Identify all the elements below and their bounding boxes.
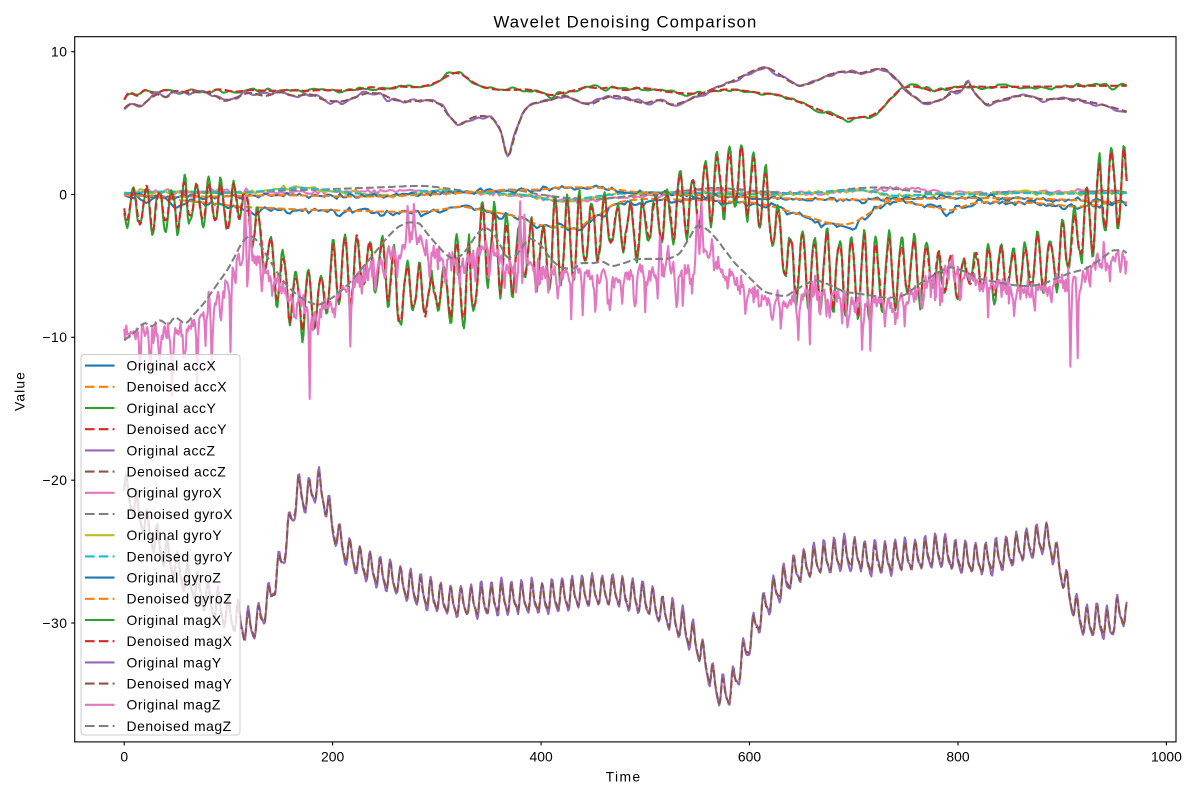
svg-text:Original gyroX: Original gyroX: [127, 485, 223, 501]
svg-text:Denoised gyroZ: Denoised gyroZ: [127, 591, 233, 607]
svg-text:400: 400: [530, 748, 553, 764]
svg-text:Original accZ: Original accZ: [127, 442, 216, 458]
svg-text:Denoised accX: Denoised accX: [127, 379, 228, 395]
svg-text:Value: Value: [12, 371, 28, 411]
svg-text:Original gyroY: Original gyroY: [127, 527, 223, 543]
svg-text:1000: 1000: [1151, 748, 1182, 764]
svg-text:0: 0: [120, 748, 128, 764]
svg-text:Denoised accZ: Denoised accZ: [127, 464, 227, 480]
svg-text:Original gyroZ: Original gyroZ: [127, 570, 222, 586]
svg-text:Original accX: Original accX: [127, 358, 217, 374]
svg-text:Original magY: Original magY: [127, 654, 222, 670]
svg-text:Wavelet Denoising Comparison: Wavelet Denoising Comparison: [494, 13, 758, 32]
svg-text:600: 600: [738, 748, 761, 764]
svg-text:0: 0: [59, 186, 67, 202]
svg-text:Original accY: Original accY: [127, 400, 217, 416]
svg-text:Denoised magZ: Denoised magZ: [127, 718, 232, 734]
svg-text:Denoised magX: Denoised magX: [127, 633, 233, 649]
svg-text:Denoised magY: Denoised magY: [127, 676, 233, 692]
svg-text:Denoised gyroX: Denoised gyroX: [127, 506, 234, 522]
svg-text:Original magZ: Original magZ: [127, 697, 221, 713]
svg-text:800: 800: [946, 748, 969, 764]
svg-text:−10: −10: [42, 329, 67, 345]
svg-text:Denoised accY: Denoised accY: [127, 421, 228, 437]
svg-text:Denoised gyroY: Denoised gyroY: [127, 548, 234, 564]
svg-text:Time: Time: [606, 769, 642, 785]
svg-text:−20: −20: [42, 472, 67, 488]
svg-text:Original magX: Original magX: [127, 612, 222, 628]
svg-text:200: 200: [321, 748, 344, 764]
svg-text:10: 10: [51, 44, 67, 60]
svg-text:−30: −30: [42, 615, 67, 631]
